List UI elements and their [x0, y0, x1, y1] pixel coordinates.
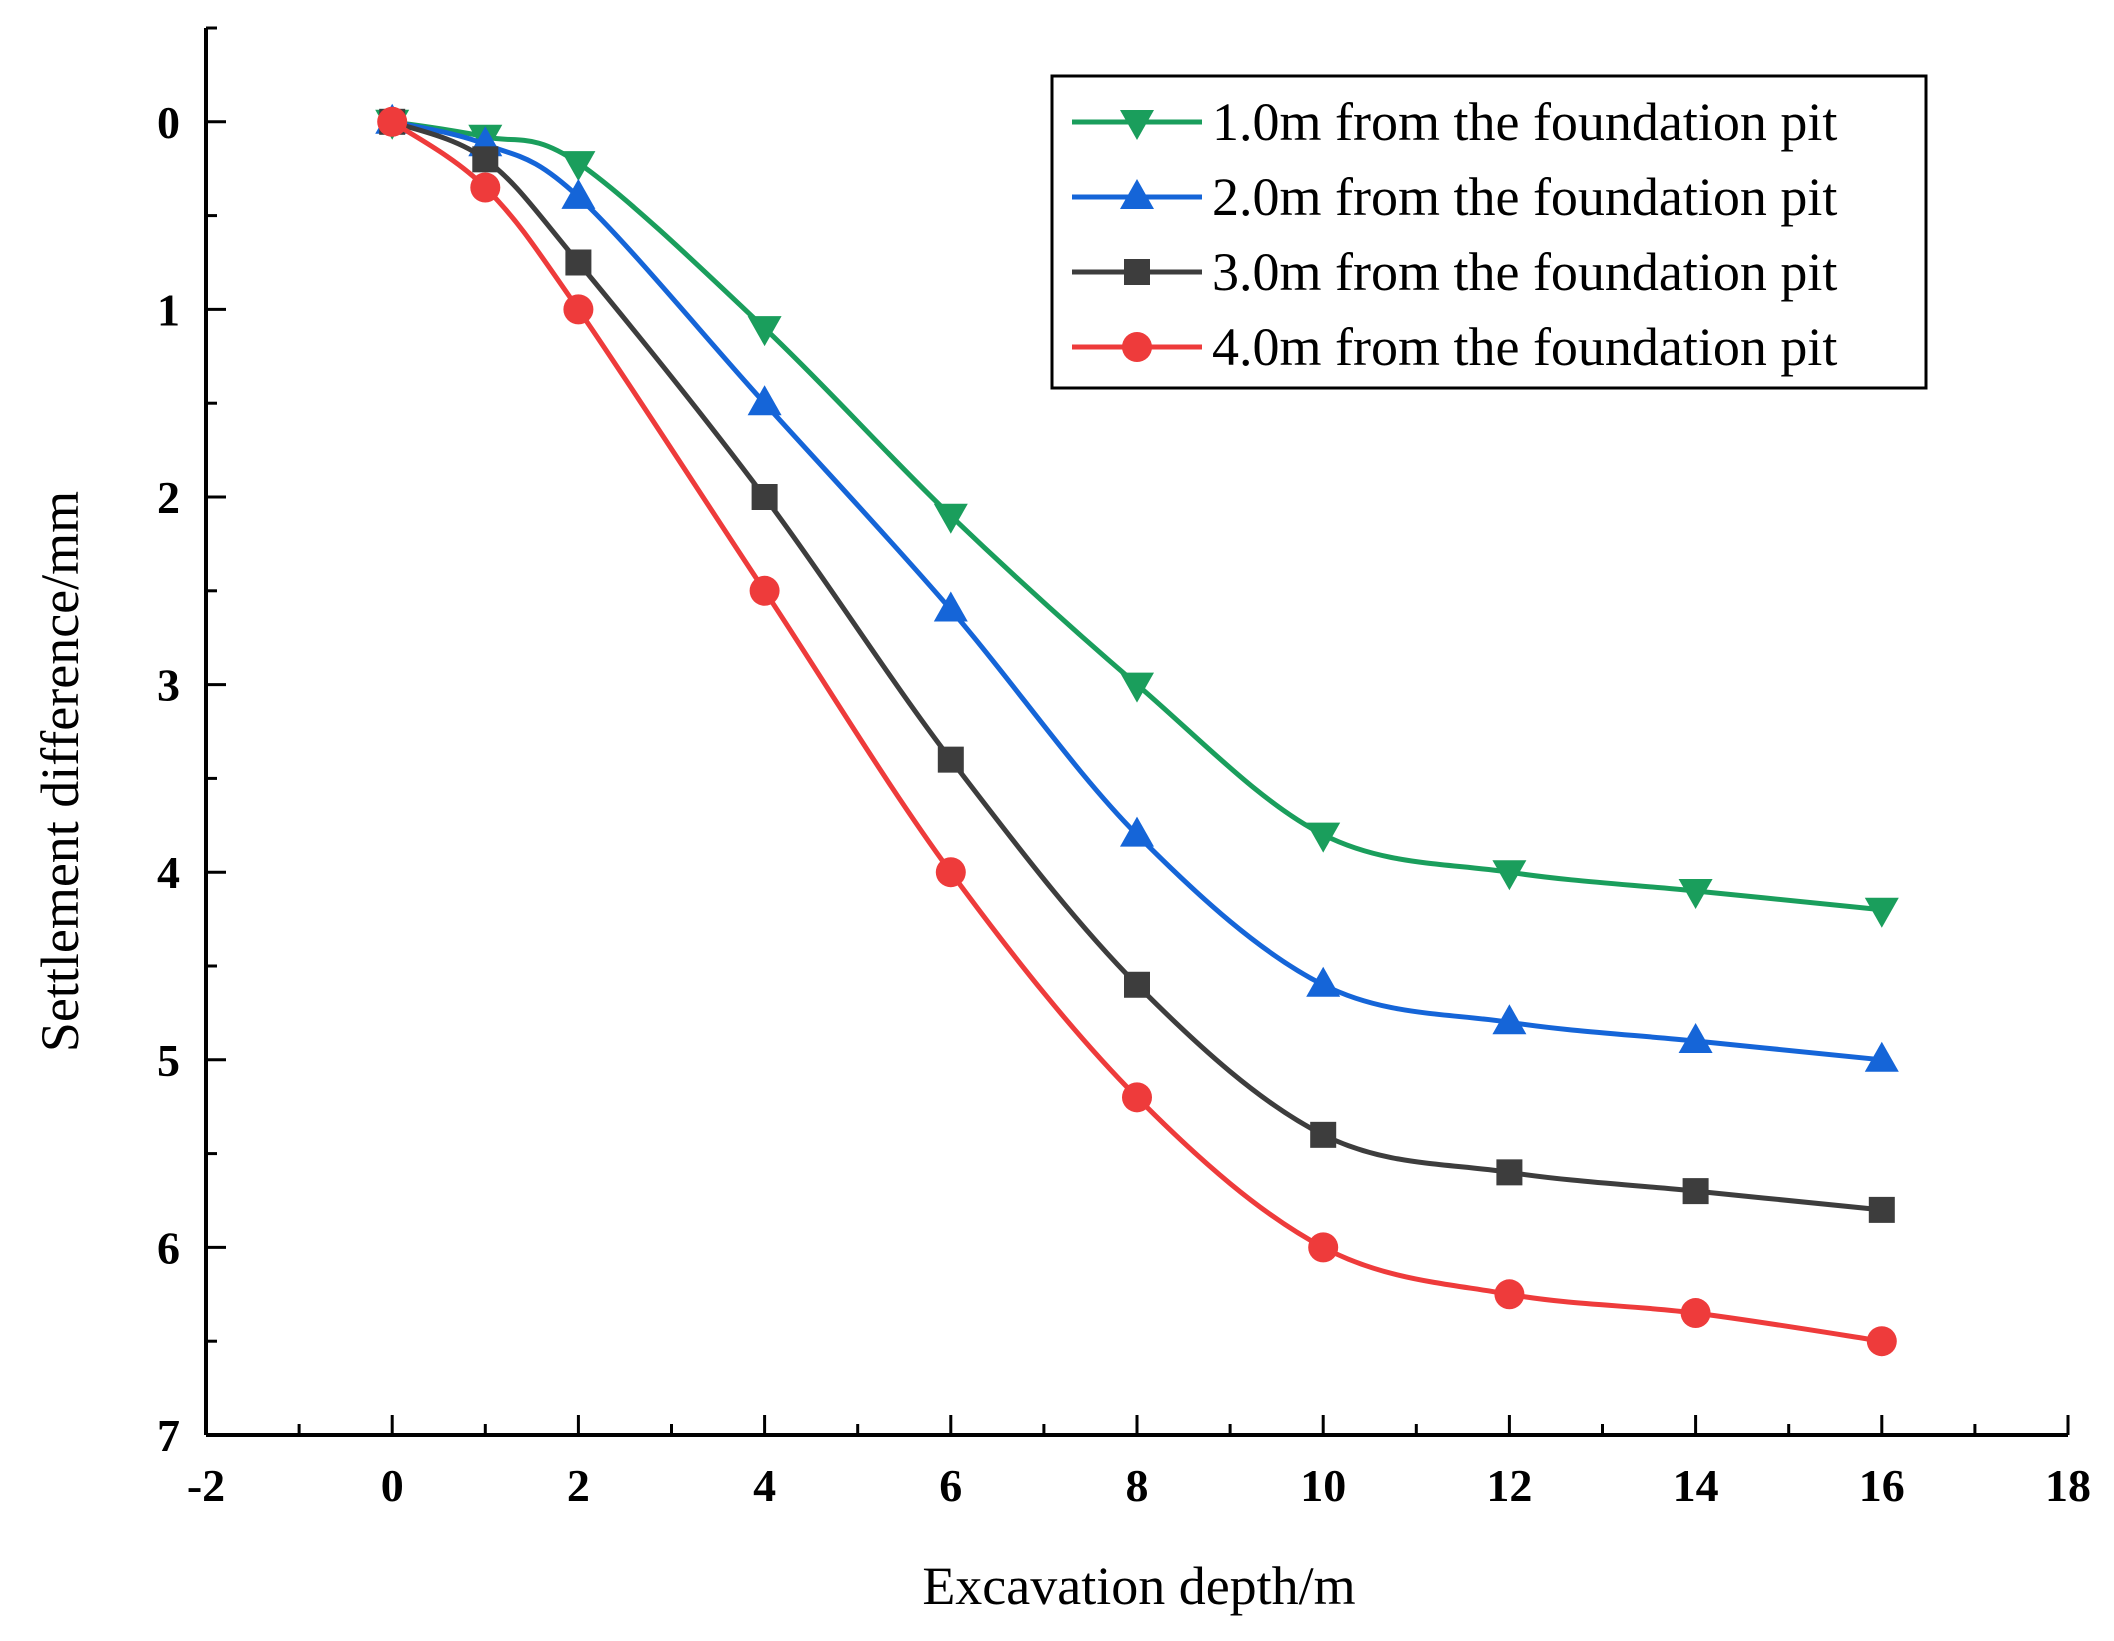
y-tick-label: 7 — [157, 1410, 180, 1461]
x-tick-label: 12 — [1486, 1460, 1532, 1511]
data-point — [933, 503, 968, 534]
y-tick-label: 1 — [157, 284, 180, 335]
data-point — [749, 575, 780, 606]
data-point — [1864, 897, 1899, 928]
data-point — [751, 484, 778, 510]
y-axis-title: Settlement difference/mm — [30, 491, 90, 1052]
legend-marker — [1122, 332, 1152, 362]
data-point — [1492, 1004, 1527, 1035]
data-point — [1124, 971, 1150, 998]
data-point — [470, 172, 501, 203]
legend-item: 2.0m from the foundation pit — [1072, 167, 1837, 227]
y-tick-label: 5 — [157, 1035, 180, 1086]
data-point — [1120, 672, 1154, 703]
legend-item: 1.0m from the foundation pit — [1072, 92, 1837, 152]
legend-box — [1050, 74, 1928, 390]
y-tick-label: 6 — [157, 1222, 180, 1273]
data-point — [1864, 1041, 1899, 1072]
series-2 — [375, 103, 1899, 1072]
data-point — [1306, 966, 1341, 997]
series-layer — [375, 103, 1899, 1357]
data-point — [377, 106, 408, 137]
legend-label: 1.0m from the foundation pit — [1212, 92, 1837, 152]
x-tick-label: 14 — [1673, 1460, 1719, 1511]
data-point — [1306, 822, 1341, 853]
series-1 — [375, 109, 1899, 928]
data-point — [1682, 1178, 1709, 1205]
data-point — [565, 249, 592, 276]
legend-marker — [1120, 179, 1154, 209]
x-tick-label: 4 — [753, 1460, 776, 1511]
series-line — [390, 119, 1883, 1344]
data-point — [1122, 1082, 1152, 1113]
legend-label: 4.0m from the foundation pit — [1212, 317, 1837, 377]
data-point — [1308, 1232, 1339, 1263]
legend-marker — [1120, 110, 1154, 140]
data-point — [1310, 1121, 1337, 1148]
x-tick-label: 6 — [939, 1460, 962, 1511]
data-point — [1866, 1326, 1897, 1357]
series-4 — [377, 106, 1897, 1357]
legend-label: 2.0m from the foundation pit — [1212, 167, 1837, 227]
data-point — [1494, 1279, 1525, 1310]
data-point — [933, 591, 968, 622]
data-point — [1678, 878, 1713, 909]
data-point — [747, 385, 782, 416]
data-point — [747, 316, 782, 347]
legend-marker — [1124, 259, 1150, 285]
x-tick-label: 0 — [381, 1460, 404, 1511]
data-point — [1492, 860, 1527, 891]
data-point — [1680, 1298, 1711, 1329]
y-tick-label: 4 — [157, 847, 180, 898]
data-point — [1868, 1196, 1895, 1223]
data-point — [561, 178, 596, 209]
data-point — [937, 746, 964, 773]
x-tick-label: 10 — [1300, 1460, 1346, 1511]
y-tick-label: 2 — [157, 472, 180, 523]
data-point — [472, 146, 499, 173]
y-tick-label: 0 — [157, 97, 180, 148]
x-tick-label: 16 — [1859, 1460, 1905, 1511]
legend-item: 4.0m from the foundation pit — [1072, 317, 1837, 377]
data-point — [1120, 816, 1154, 847]
legend: 1.0m from the foundation pit 2.0m from th… — [1050, 74, 1928, 390]
x-tick-label: -2 — [187, 1460, 225, 1511]
data-point — [1678, 1023, 1713, 1054]
data-point — [935, 857, 966, 888]
legend-label: 3.0m from the foundation pit — [1212, 242, 1837, 302]
x-tick-label: 18 — [2045, 1460, 2091, 1511]
data-point — [563, 294, 594, 325]
x-tick-label: 8 — [1126, 1460, 1149, 1511]
data-point — [1496, 1159, 1523, 1186]
x-axis-title: Excavation depth/m — [922, 1556, 1355, 1616]
legend-item: 3.0m from the foundation pit — [1072, 242, 1837, 302]
data-point — [561, 151, 596, 182]
x-tick-label: 2 — [567, 1460, 590, 1511]
y-tick-label: 3 — [157, 660, 180, 711]
